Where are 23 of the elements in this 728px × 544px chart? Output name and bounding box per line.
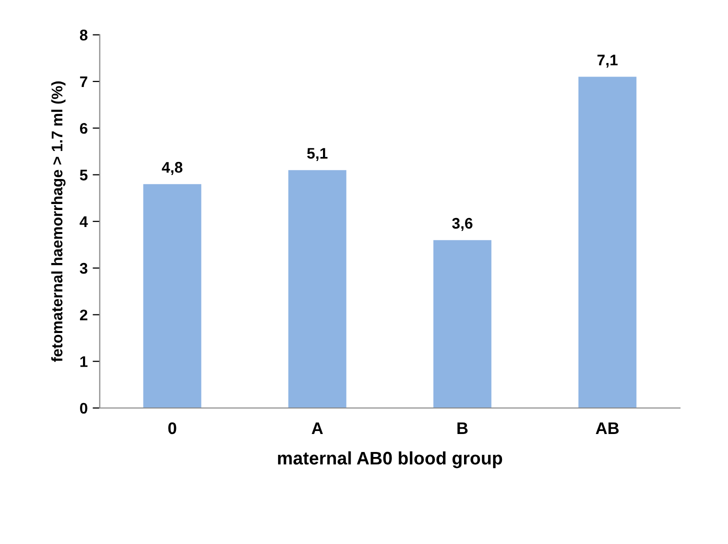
- y-tick-label: 5: [80, 170, 88, 180]
- y-tick-label: 0: [80, 402, 88, 414]
- y-tick-label: 3: [80, 262, 88, 274]
- bar: [143, 184, 202, 408]
- data-label: 3,6: [452, 218, 472, 231]
- x-tick-label: A: [312, 422, 323, 434]
- data-label: 5,1: [307, 148, 328, 161]
- bar: [578, 76, 636, 408]
- y-tick-label: 8: [80, 30, 88, 40]
- y-tick-label: 2: [80, 310, 88, 320]
- data-label: 4,8: [162, 162, 182, 175]
- bar: [433, 240, 492, 408]
- data-label: 7,1: [597, 54, 618, 68]
- y-axis-title: fetomaternal haemorrhage > 1.7 ml (%): [51, 81, 66, 362]
- y-tick-label: 4: [80, 216, 88, 227]
- x-tick-label: 0: [168, 422, 176, 434]
- bar: [288, 170, 346, 408]
- y-tick-label: 1: [80, 356, 88, 367]
- x-axis-title: maternal AB0 blood group: [278, 451, 502, 468]
- x-tick-label: AB: [596, 422, 619, 434]
- x-tick-label: B: [457, 422, 468, 434]
- y-tick-label: 7: [80, 76, 88, 87]
- y-tick-label: 6: [80, 122, 88, 134]
